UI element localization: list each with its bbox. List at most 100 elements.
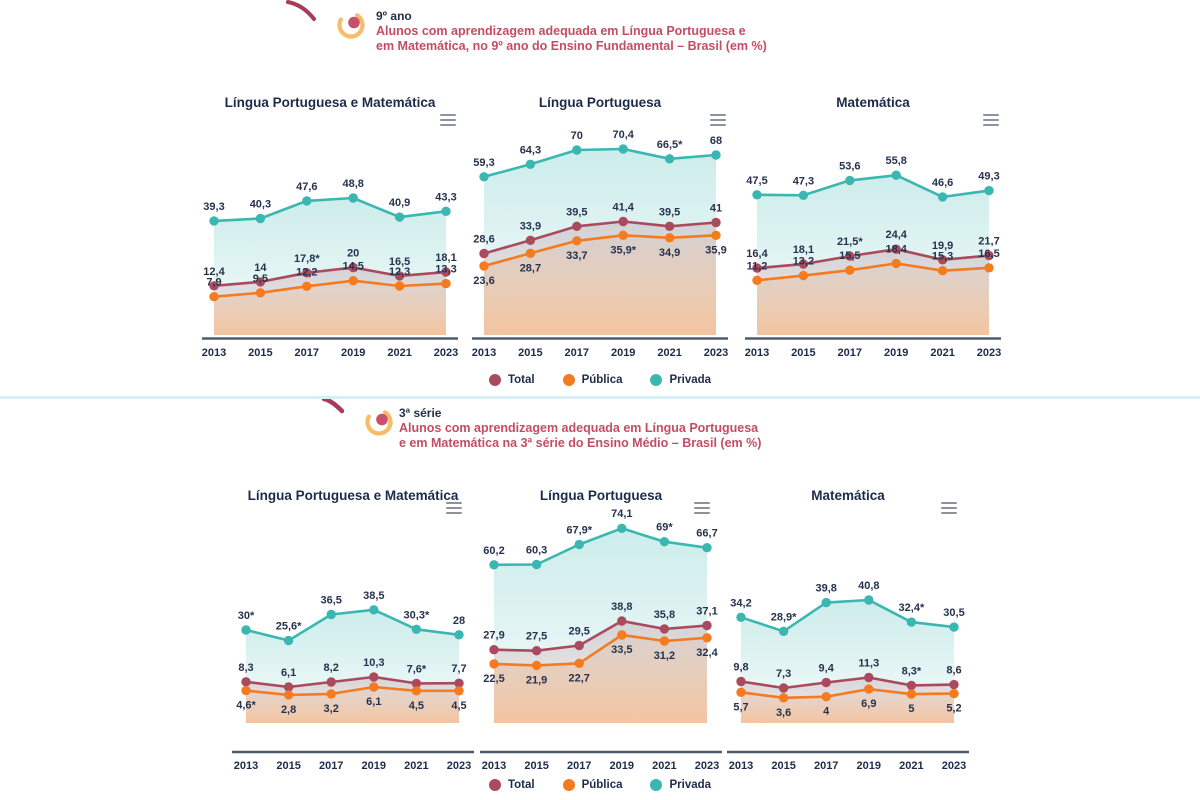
data-point-marker-publica[interactable] xyxy=(752,275,762,285)
data-point-marker-total[interactable] xyxy=(864,672,874,683)
data-point-marker-publica[interactable] xyxy=(906,689,917,699)
data-point-marker-privada[interactable] xyxy=(949,622,959,632)
data-point-marker-total[interactable] xyxy=(659,624,670,634)
data-point-marker-privada[interactable] xyxy=(752,190,762,200)
data-point-marker-privada[interactable] xyxy=(702,543,712,553)
data-point-marker-total[interactable] xyxy=(702,620,712,631)
data-point-marker-privada[interactable] xyxy=(845,175,855,186)
data-point-marker-total[interactable] xyxy=(302,268,312,278)
data-point-marker-total[interactable] xyxy=(326,677,336,687)
data-point-marker-privada[interactable] xyxy=(489,560,499,570)
data-point-marker-publica[interactable] xyxy=(441,278,451,289)
data-point-marker-privada[interactable] xyxy=(369,605,379,615)
export-menu-icon[interactable] xyxy=(694,502,710,515)
data-point-marker-total[interactable] xyxy=(798,259,809,269)
export-menu-icon[interactable] xyxy=(440,114,456,127)
data-point-marker-publica[interactable] xyxy=(369,682,379,692)
data-point-marker-total[interactable] xyxy=(241,677,251,687)
export-menu-icon[interactable] xyxy=(710,114,726,127)
data-point-marker-total[interactable] xyxy=(906,680,917,691)
data-point-marker-privada[interactable] xyxy=(798,190,809,200)
data-point-marker-privada[interactable] xyxy=(891,170,901,180)
data-point-marker-publica[interactable] xyxy=(778,693,789,703)
legend-item-publica[interactable]: Pública xyxy=(562,374,622,386)
data-point-marker-publica[interactable] xyxy=(394,281,405,291)
data-point-marker-total[interactable] xyxy=(664,221,675,231)
data-point-marker-privada[interactable] xyxy=(209,216,219,226)
data-point-marker-publica[interactable] xyxy=(489,659,499,669)
data-point-marker-total[interactable] xyxy=(454,678,464,688)
data-point-marker-privada[interactable] xyxy=(937,192,948,202)
data-point-marker-total[interactable] xyxy=(348,262,358,273)
data-point-marker-total[interactable] xyxy=(736,676,746,687)
data-point-marker-privada[interactable] xyxy=(479,172,489,182)
data-point-marker-total[interactable] xyxy=(937,255,948,265)
legend-item-total[interactable]: Total xyxy=(488,374,535,386)
data-point-marker-publica[interactable] xyxy=(937,266,948,276)
data-point-marker-total[interactable] xyxy=(283,682,294,692)
data-point-marker-publica[interactable] xyxy=(736,687,746,697)
data-point-marker-total[interactable] xyxy=(525,235,536,245)
data-point-marker-total[interactable] xyxy=(369,672,379,682)
data-point-marker-privada[interactable] xyxy=(525,159,536,169)
legend-item-publica[interactable]: Pública xyxy=(562,779,622,791)
data-point-marker-privada[interactable] xyxy=(394,212,405,222)
data-point-marker-privada[interactable] xyxy=(348,193,358,203)
data-point-marker-publica[interactable] xyxy=(664,233,675,243)
data-point-marker-publica[interactable] xyxy=(479,261,489,271)
data-point-marker-publica[interactable] xyxy=(531,660,542,671)
data-point-marker-total[interactable] xyxy=(479,248,489,259)
data-point-marker-privada[interactable] xyxy=(778,626,789,636)
data-point-marker-publica[interactable] xyxy=(326,689,336,699)
data-point-marker-privada[interactable] xyxy=(572,145,582,155)
export-menu-icon[interactable] xyxy=(446,502,462,515)
data-point-marker-publica[interactable] xyxy=(984,263,994,273)
data-point-marker-total[interactable] xyxy=(255,277,266,287)
data-point-marker-total[interactable] xyxy=(949,679,959,690)
data-point-marker-publica[interactable] xyxy=(411,686,422,696)
data-point-marker-publica[interactable] xyxy=(702,633,712,643)
data-point-marker-publica[interactable] xyxy=(454,686,464,696)
data-point-marker-privada[interactable] xyxy=(618,144,628,154)
data-point-marker-privada[interactable] xyxy=(574,539,584,550)
data-point-marker-privada[interactable] xyxy=(241,625,251,635)
data-point-marker-total[interactable] xyxy=(531,646,542,656)
data-point-marker-publica[interactable] xyxy=(209,292,219,302)
data-point-marker-privada[interactable] xyxy=(617,523,627,533)
data-point-marker-publica[interactable] xyxy=(572,236,582,246)
data-point-marker-privada[interactable] xyxy=(302,196,312,206)
data-point-marker-total[interactable] xyxy=(572,221,582,231)
data-point-marker-total[interactable] xyxy=(489,645,499,655)
data-point-marker-publica[interactable] xyxy=(891,258,901,269)
data-point-marker-privada[interactable] xyxy=(283,635,294,646)
data-point-marker-privada[interactable] xyxy=(454,630,464,640)
data-point-marker-privada[interactable] xyxy=(906,617,917,627)
legend-item-total[interactable]: Total xyxy=(488,779,535,791)
data-point-marker-total[interactable] xyxy=(394,271,405,281)
data-point-marker-publica[interactable] xyxy=(574,658,584,668)
data-point-marker-privada[interactable] xyxy=(659,537,670,547)
data-point-marker-total[interactable] xyxy=(411,678,422,689)
data-point-marker-total[interactable] xyxy=(711,217,721,228)
data-point-marker-privada[interactable] xyxy=(531,559,542,570)
data-point-marker-privada[interactable] xyxy=(326,609,336,620)
data-point-marker-total[interactable] xyxy=(821,677,831,688)
legend-item-privada[interactable]: Privada xyxy=(650,374,711,386)
data-point-marker-privada[interactable] xyxy=(664,154,675,164)
data-point-marker-total[interactable] xyxy=(618,216,628,227)
data-point-marker-privada[interactable] xyxy=(441,206,451,216)
data-point-marker-publica[interactable] xyxy=(255,288,266,298)
data-point-marker-publica[interactable] xyxy=(618,230,628,240)
data-point-marker-privada[interactable] xyxy=(255,213,266,224)
data-point-marker-total[interactable] xyxy=(845,251,855,261)
data-point-marker-total[interactable] xyxy=(752,263,762,273)
data-point-marker-total[interactable] xyxy=(209,281,219,291)
data-point-marker-publica[interactable] xyxy=(283,690,294,700)
data-point-marker-total[interactable] xyxy=(617,616,627,626)
data-point-marker-privada[interactable] xyxy=(711,150,721,160)
data-point-marker-publica[interactable] xyxy=(798,270,809,281)
legend-item-privada[interactable]: Privada xyxy=(650,779,711,791)
data-point-marker-publica[interactable] xyxy=(821,692,831,702)
export-menu-icon[interactable] xyxy=(983,114,999,127)
data-point-marker-privada[interactable] xyxy=(411,624,422,634)
